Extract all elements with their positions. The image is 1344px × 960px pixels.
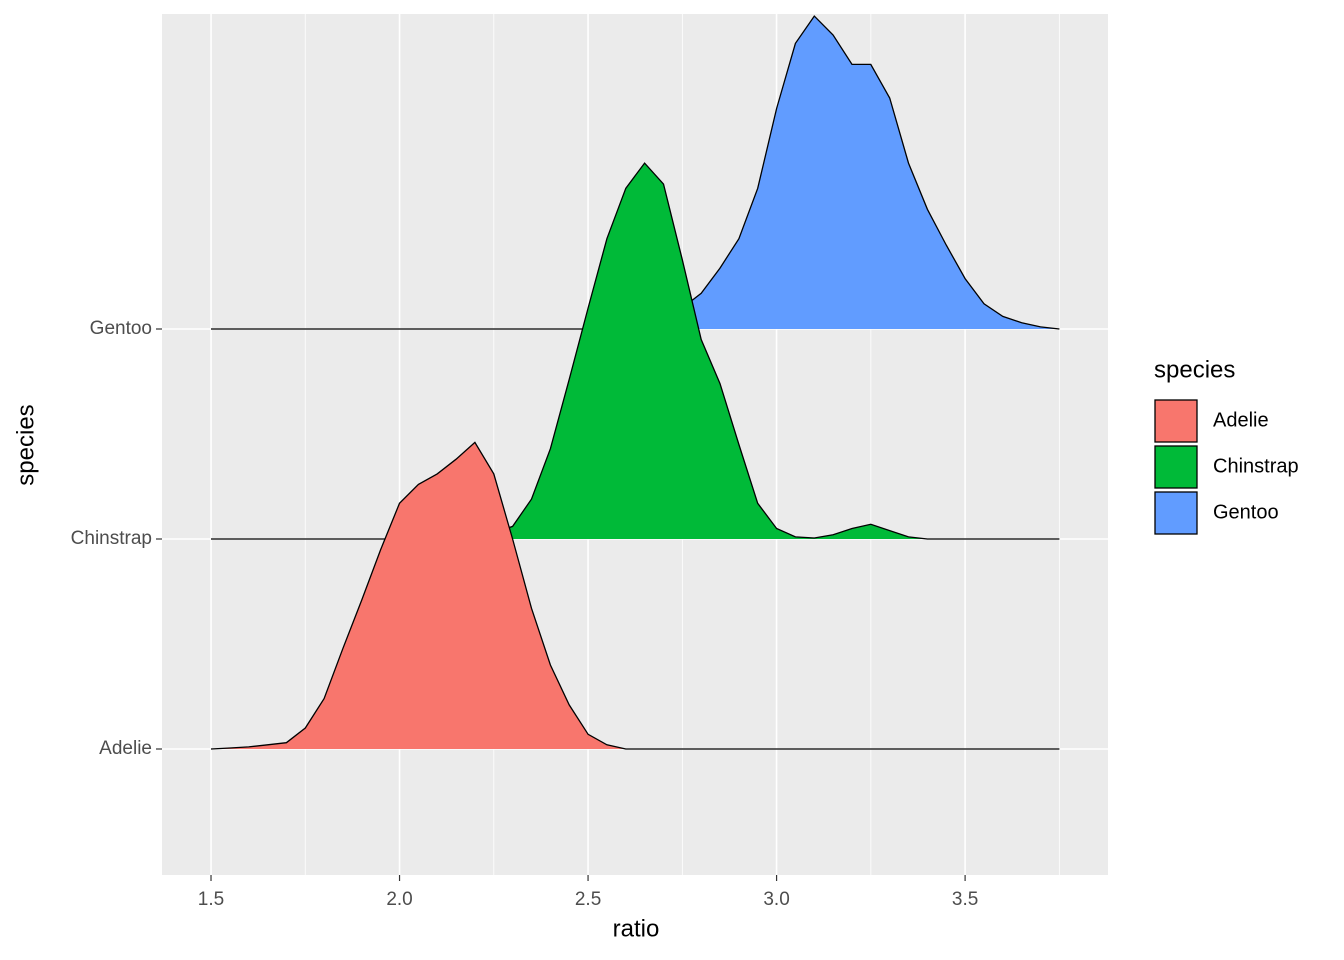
legend-label: Adelie (1213, 409, 1269, 431)
legend-key (1154, 399, 1198, 443)
x-tick-label: 2.5 (575, 889, 601, 910)
y-axis-title: species (12, 404, 39, 485)
x-tick-label: 3.0 (763, 889, 789, 910)
x-tick-label: 1.5 (198, 889, 224, 910)
x-tick-label: 2.0 (386, 889, 412, 910)
legend-label: Gentoo (1213, 501, 1279, 523)
legend-label: Chinstrap (1213, 455, 1299, 477)
legend-key (1154, 491, 1198, 535)
y-tick-label: Adelie (99, 738, 152, 759)
x-axis-title: ratio (613, 915, 660, 942)
ridge-fill (211, 442, 1060, 749)
y-tick-label: Gentoo (90, 318, 152, 339)
ridge-line (211, 162, 1060, 540)
ridge-fill (211, 16, 1060, 329)
ridge-line (210, 441, 1060, 750)
ridge-fill (211, 163, 1060, 539)
y-tick-label: Chinstrap (71, 528, 152, 549)
legend-key (1154, 445, 1198, 489)
x-tick-label: 3.5 (952, 889, 978, 910)
legend-title: species (1154, 356, 1235, 383)
